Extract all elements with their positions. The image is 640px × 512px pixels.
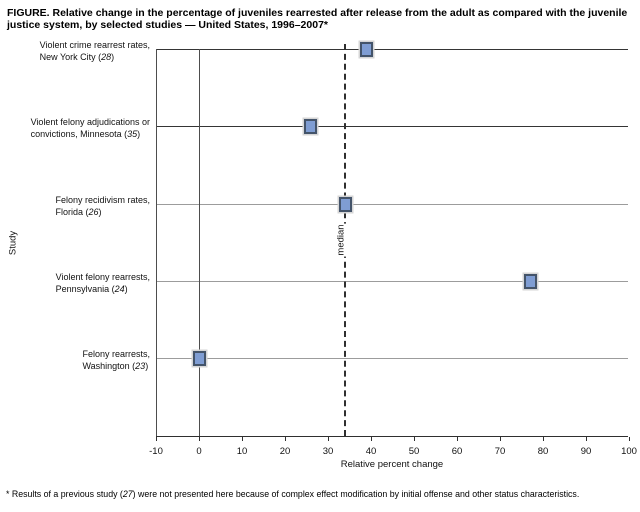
x-axis-tick bbox=[543, 437, 544, 441]
x-axis-tick bbox=[629, 437, 630, 441]
figure-title-line-1: FIGURE. Relative change in the percentag… bbox=[7, 7, 628, 19]
x-axis-tick-label: 30 bbox=[322, 446, 334, 457]
data-point-marker bbox=[192, 350, 206, 366]
data-point-marker bbox=[338, 196, 352, 212]
x-axis-tick-label: 50 bbox=[408, 446, 420, 457]
study-label-text: Violent felony adjudications or convictio… bbox=[30, 117, 150, 139]
study-label: Felony recidivism rates, Florida (26) bbox=[55, 195, 150, 218]
data-point-marker bbox=[304, 118, 318, 134]
x-axis-tick-label: 90 bbox=[580, 446, 592, 457]
x-axis-title: Relative percent change bbox=[340, 459, 444, 470]
x-axis-tick bbox=[285, 437, 286, 441]
category-line bbox=[156, 204, 628, 205]
x-axis-tick-label: 10 bbox=[236, 446, 248, 457]
plot-left-border bbox=[156, 49, 157, 436]
x-axis-tick bbox=[371, 437, 372, 441]
study-label-text: Felony recidivism rates, Florida (26) bbox=[55, 195, 150, 217]
study-label: Violent felony rearrests, Pennsylvania (2… bbox=[56, 272, 150, 295]
figure-title: FIGURE. Relative change in the percentag… bbox=[7, 7, 637, 31]
category-line bbox=[156, 49, 628, 50]
y-axis-title: Study bbox=[7, 230, 19, 256]
median-label: median bbox=[331, 223, 351, 257]
study-label: Felony rearrests, Washington (23) bbox=[82, 349, 150, 372]
x-axis-tick bbox=[500, 437, 501, 441]
study-label: Violent felony adjudications or convictio… bbox=[31, 117, 150, 140]
x-axis-tick bbox=[199, 437, 200, 441]
x-axis-tick-label: 100 bbox=[621, 446, 637, 457]
category-line bbox=[156, 126, 628, 127]
x-axis-tick-label: 60 bbox=[451, 446, 463, 457]
x-axis-tick bbox=[156, 437, 157, 441]
study-label-text: Felony rearrests, Washington (23) bbox=[82, 349, 150, 371]
x-axis-tick bbox=[242, 437, 243, 441]
footnote: * Results of a previous study (27) were … bbox=[6, 489, 580, 499]
category-line bbox=[156, 358, 628, 359]
data-point-marker bbox=[360, 41, 374, 57]
figure-title-line-2: justice system, by selected studies — Un… bbox=[7, 18, 328, 31]
study-label-text: Violent crime rearrest rates, New York Ci… bbox=[39, 40, 150, 62]
x-axis-tick-label: 80 bbox=[537, 446, 549, 457]
x-axis-tick-label: 40 bbox=[365, 446, 377, 457]
x-axis-tick-label: 0 bbox=[196, 446, 202, 457]
study-label-text: Violent felony rearrests, Pennsylvania (2… bbox=[55, 272, 150, 294]
x-axis-tick-label: 70 bbox=[494, 446, 506, 457]
x-axis-tick bbox=[457, 437, 458, 441]
data-point-marker bbox=[523, 273, 537, 289]
x-axis-tick bbox=[414, 437, 415, 441]
x-axis-tick-label: 20 bbox=[279, 446, 291, 457]
category-line bbox=[156, 281, 628, 282]
x-axis-tick-label: -10 bbox=[149, 446, 163, 457]
study-label: Violent crime rearrest rates, New York Ci… bbox=[40, 40, 150, 63]
x-axis-tick bbox=[328, 437, 329, 441]
zero-line bbox=[199, 49, 200, 436]
x-axis-line bbox=[156, 436, 628, 437]
x-axis-tick bbox=[586, 437, 587, 441]
